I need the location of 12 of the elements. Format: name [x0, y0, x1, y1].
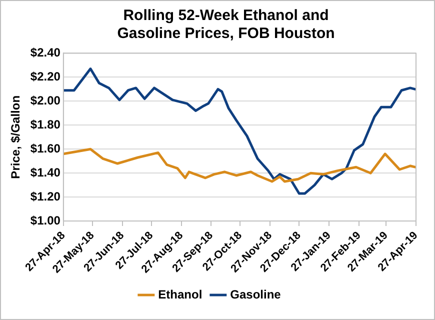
y-tick-label: $2.40: [30, 46, 61, 60]
chart-title: Rolling 52-Week Ethanol and Gasoline Prices, FOB Houston: [116, 7, 336, 43]
legend-label: Ethanol: [158, 287, 202, 302]
legend-label: Gasoline: [230, 287, 282, 302]
y-tick-label: $1.40: [30, 165, 61, 180]
y-tick-label: $2.20: [30, 69, 61, 84]
y-tick-label: $1.20: [30, 189, 61, 204]
y-tick-label: $1.00: [30, 213, 61, 228]
y-tick-label: $2.00: [30, 93, 61, 108]
y-tick-label: $1.80: [30, 117, 61, 132]
y-axis-title: Price, $/Gallon: [8, 95, 23, 179]
y-tick-label: $1.60: [30, 141, 61, 156]
